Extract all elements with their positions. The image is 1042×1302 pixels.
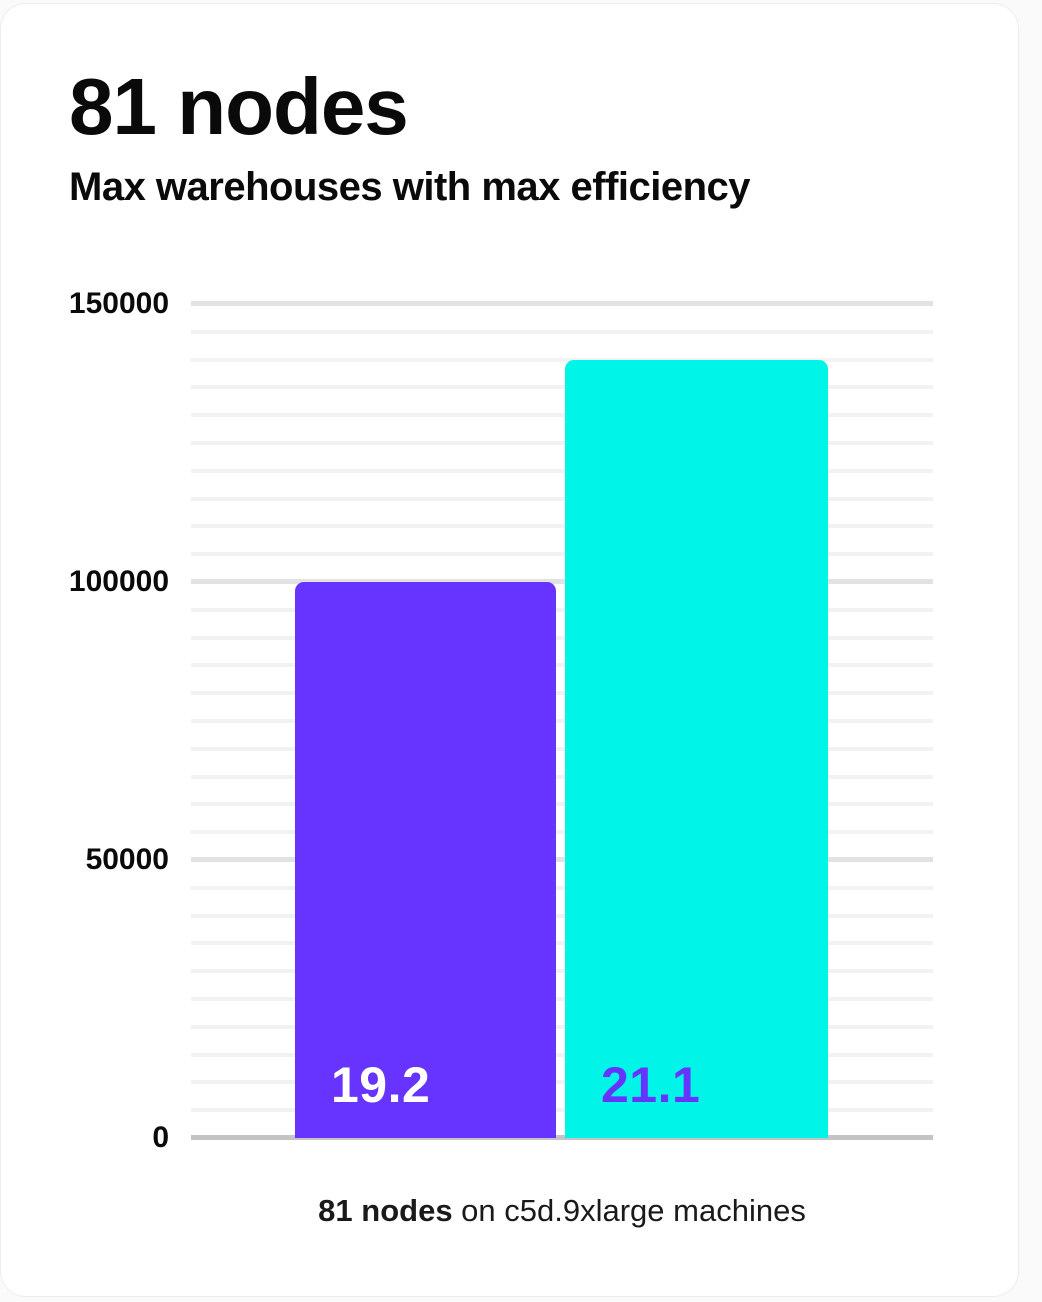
- benchmark-card: 81 nodes Max warehouses with max efficie…: [0, 3, 1019, 1297]
- minor-gridline: [191, 691, 933, 696]
- minor-gridline: [191, 441, 933, 445]
- minor-gridline: [191, 1108, 933, 1113]
- caption-bold-text: 81 nodes: [318, 1193, 453, 1228]
- minor-gridline: [191, 941, 933, 946]
- bar-value-label: 21.1: [601, 1057, 701, 1113]
- minor-gridline: [191, 413, 933, 418]
- page-subtitle: Max warehouses with max efficiency: [69, 165, 751, 209]
- minor-gridline: [191, 468, 933, 473]
- minor-gridline: [191, 969, 933, 974]
- y-axis: 0 50000 100000 150000: [1, 287, 169, 1154]
- chart-caption: 81 nodes on c5d.9xlarge machines: [191, 1192, 933, 1230]
- minor-gridline: [191, 663, 933, 668]
- y-axis-tick-label: 100000: [68, 565, 169, 598]
- major-gridline: [191, 301, 933, 306]
- caption-regular-text: on c5d.9xlarge machines: [452, 1193, 806, 1228]
- y-axis-tick-label: 0: [152, 1121, 169, 1154]
- minor-gridline: [191, 329, 933, 334]
- minor-gridline: [191, 385, 933, 390]
- minor-gridline: [191, 719, 933, 723]
- major-gridline: [191, 857, 933, 862]
- major-gridline: [191, 579, 933, 584]
- minor-gridline: [191, 913, 933, 918]
- minor-gridline: [191, 830, 933, 835]
- minor-gridline: [191, 524, 933, 529]
- minor-gridline: [191, 1080, 933, 1085]
- page-title: 81 nodes: [69, 62, 409, 151]
- minor-gridline: [191, 635, 933, 640]
- bar-value-label: 19.2: [331, 1057, 431, 1113]
- minor-gridline: [191, 746, 933, 751]
- y-axis-tick-label: 50000: [85, 843, 169, 876]
- minor-gridline: [191, 997, 933, 1001]
- bar-21-1: 21.1: [565, 359, 828, 1138]
- minor-gridline: [191, 1024, 933, 1029]
- minor-gridline: [191, 774, 933, 779]
- y-axis-tick-label: 150000: [68, 287, 169, 320]
- minor-gridline: [191, 607, 933, 612]
- bar-chart: 0 50000 100000 150000 19.2 21.1: [1, 287, 933, 1154]
- minor-gridline: [191, 1052, 933, 1057]
- minor-gridline: [191, 496, 933, 501]
- plot-area: 19.2 21.1: [191, 301, 933, 1140]
- bar-19-2: 19.2: [295, 582, 556, 1138]
- minor-gridline: [191, 885, 933, 890]
- minor-gridline: [191, 552, 933, 557]
- minor-gridline: [191, 802, 933, 807]
- x-axis-line: [191, 1135, 933, 1140]
- minor-gridline: [191, 357, 933, 362]
